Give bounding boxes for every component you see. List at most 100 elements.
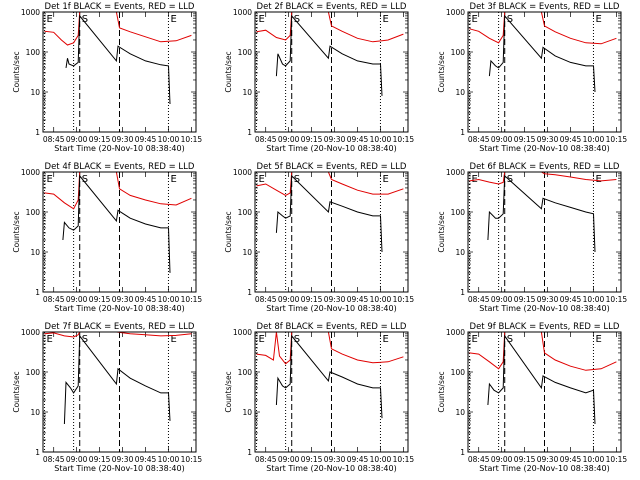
panel-title: Det 7f BLACK = Events, RED = LLD: [45, 322, 195, 332]
series-events-line: [488, 14, 596, 93]
x-tick-label: 10:00: [158, 295, 180, 304]
panel-data: [44, 172, 192, 273]
x-tick-label: 09:30: [112, 455, 134, 464]
x-tick-label: 10:15: [393, 135, 415, 144]
x-tick-label: 09:15: [89, 455, 111, 464]
panel-title: Det 9f BLACK = Events, RED = LLD: [470, 322, 620, 332]
panel-9: Det 9f BLACK = Events, RED = LLD 1 10 100 10…: [437, 322, 627, 473]
x-tick-label: 09:45: [135, 135, 157, 144]
panel-title: Det 6f BLACK = Events, RED = LLD: [470, 162, 620, 172]
time-marker-label: E: [47, 174, 53, 185]
y-tick-label: 100: [451, 208, 466, 217]
time-marker-label: S: [294, 14, 300, 25]
series-lld-line: [44, 12, 192, 46]
series-lld-line: [469, 172, 617, 185]
x-axis-label: Start Time (20-Nov-10 08:38:40): [479, 464, 609, 473]
y-tick-label: 10: [242, 248, 252, 257]
time-marker-label: E: [595, 334, 601, 345]
y-tick-label: 1: [460, 288, 465, 297]
x-tick-label: 09:15: [301, 455, 323, 464]
y-tick-label: 100: [26, 368, 41, 377]
x-tick-label: 10:00: [583, 295, 605, 304]
series-lld-line: [469, 332, 617, 371]
x-tick-label: 09:30: [537, 135, 559, 144]
y-tick-label: 1: [247, 128, 252, 137]
panel-data: [256, 12, 404, 96]
x-tick-label: 09:00: [491, 135, 513, 144]
y-axis-label: Counts/sec: [437, 51, 446, 92]
time-marker-label: E: [259, 174, 265, 185]
x-tick-label: 08:45: [255, 295, 277, 304]
x-tick-label: 09:00: [278, 295, 300, 304]
time-marker-label: E: [47, 334, 53, 345]
time-marker-label: S: [294, 334, 300, 345]
y-tick-label: 1000: [446, 328, 465, 337]
x-tick-label: 10:15: [606, 135, 628, 144]
x-tick-label: 09:30: [324, 455, 346, 464]
panel-1: Det 1f BLACK = Events, RED = LLD 1 10 100 10…: [12, 2, 202, 153]
series-lld-line: [44, 172, 192, 210]
series-lld-line: [256, 332, 404, 365]
y-tick-label: 1000: [21, 328, 40, 337]
series-events-line: [62, 174, 171, 273]
x-tick-label: 09:15: [89, 295, 111, 304]
x-tick-label: 10:15: [606, 295, 628, 304]
y-tick-label: 1: [35, 128, 40, 137]
x-tick-label: 09:00: [491, 455, 513, 464]
x-tick-label: 10:00: [370, 135, 392, 144]
y-tick-label: 10: [30, 408, 40, 417]
y-axis-label: Counts/sec: [12, 211, 21, 252]
time-marker-label: E: [382, 174, 388, 185]
panel-4: Det 4f BLACK = Events, RED = LLD 1 10 100 10…: [12, 162, 202, 313]
x-tick-label: 09:00: [491, 295, 513, 304]
panel-title: Det 4f BLACK = Events, RED = LLD: [45, 162, 195, 172]
time-marker-label: S: [82, 174, 88, 185]
y-tick-label: 100: [238, 368, 253, 377]
x-tick-label: 10:00: [370, 455, 392, 464]
x-tick-label: 09:45: [560, 455, 582, 464]
x-tick-label: 09:30: [537, 455, 559, 464]
x-tick-label: 08:45: [43, 455, 65, 464]
x-tick-label: 09:15: [89, 135, 111, 144]
series-events-line: [275, 14, 383, 96]
plot-frame: [254, 331, 409, 453]
y-tick-label: 1: [247, 288, 252, 297]
panel-data: [469, 12, 617, 93]
y-tick-label: 1000: [233, 328, 252, 337]
series-lld-line: [256, 12, 404, 43]
time-marker-label: E: [472, 174, 478, 185]
plot-frame: [467, 171, 622, 293]
x-axis-label: Start Time (20-Nov-10 08:38:40): [479, 144, 609, 153]
x-tick-label: 09:45: [135, 455, 157, 464]
y-tick-label: 1000: [21, 8, 40, 17]
x-tick-label: 10:00: [158, 135, 180, 144]
time-marker-label: E: [170, 14, 176, 25]
x-tick-label: 10:15: [181, 135, 203, 144]
x-tick-label: 09:30: [324, 295, 346, 304]
series-lld-line: [44, 332, 192, 338]
x-tick-label: 09:00: [66, 455, 88, 464]
x-tick-label: 08:45: [468, 295, 490, 304]
x-tick-label: 08:45: [255, 135, 277, 144]
y-axis-label: Counts/sec: [12, 371, 21, 412]
time-marker-label: E: [259, 334, 265, 345]
x-tick-label: 09:45: [347, 455, 369, 464]
x-tick-label: 08:45: [468, 455, 490, 464]
time-marker-label: E: [472, 14, 478, 25]
x-tick-label: 10:00: [370, 295, 392, 304]
time-marker-label: S: [82, 334, 88, 345]
x-tick-label: 09:15: [514, 295, 536, 304]
y-tick-label: 1000: [233, 168, 252, 177]
x-tick-label: 10:15: [606, 455, 628, 464]
time-marker-label: E: [382, 14, 388, 25]
panel-data: [256, 172, 404, 253]
time-marker-label: E: [170, 174, 176, 185]
x-tick-label: 10:00: [583, 455, 605, 464]
plot-frame: [42, 331, 197, 453]
y-tick-label: 1: [460, 448, 465, 457]
x-tick-label: 09:45: [560, 295, 582, 304]
y-tick-label: 10: [455, 248, 465, 257]
plot-frame: [42, 11, 197, 133]
y-tick-label: 10: [242, 88, 252, 97]
x-axis-label: Start Time (20-Nov-10 08:38:40): [54, 144, 184, 153]
